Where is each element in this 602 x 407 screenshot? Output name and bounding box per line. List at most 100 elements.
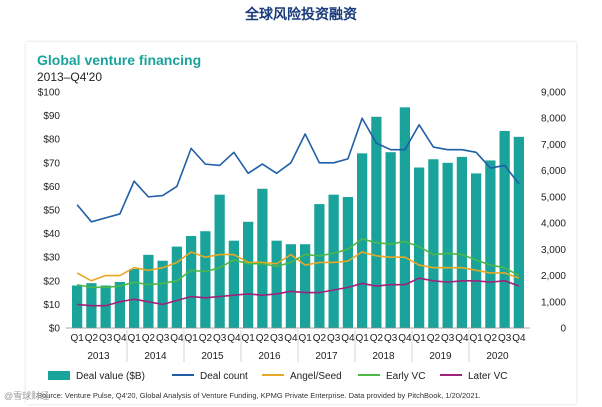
legend-label: Deal value ($B) [76, 371, 145, 382]
bar-28 [456, 156, 468, 328]
right-tick-label: 6,000 [541, 166, 566, 177]
quarter-label: Q3 [156, 333, 170, 344]
bar-26 [428, 159, 439, 328]
bar-7 [157, 260, 168, 328]
quarter-label: Q4 [284, 333, 298, 344]
right-tick-label: 5,000 [541, 192, 566, 203]
right-tick-label: 2,000 [541, 271, 566, 282]
legend-label: Angel/Seed [290, 371, 342, 382]
page-title: 全球风险投资融资 [245, 7, 357, 23]
legend-swatch [48, 371, 70, 380]
quarter-label: Q3 [327, 333, 341, 344]
quarter-label: Q4 [341, 333, 355, 344]
quarter-label: Q4 [170, 333, 184, 344]
deal-value-bars [72, 107, 525, 328]
line-early-vc [76, 238, 520, 289]
chart-subtitle: 2013–Q4'20 [37, 70, 103, 84]
quarter-label: Q1 [70, 333, 84, 344]
bar-1 [72, 285, 83, 328]
bar-18 [314, 204, 325, 328]
x-axis: Q1 Q2 Q3 Q4 Q1 Q2 Q3 Q4 Q1 Q2 Q3 Q4 Q1 Q2 Q3 Q4 Q1 Q2 Q3 Q4… [66, 327, 530, 362]
watermark: @雪球财经 [4, 391, 50, 401]
legend-label: Deal count [200, 371, 248, 382]
left-tick-label: $40 [43, 229, 60, 240]
quarter-label: Q1 [184, 333, 198, 344]
line-angel-seed [76, 251, 520, 282]
quarter-label: Q1 [355, 333, 369, 344]
right-tick-label: 9,000 [541, 88, 566, 99]
bar-13 [243, 221, 254, 328]
right-tick-label: 8,000 [541, 114, 566, 125]
quarter-label: Q1 [412, 333, 426, 344]
quarter-label: Q1 [469, 333, 483, 344]
year-label: 2020 [486, 351, 509, 362]
bar-31 [499, 130, 510, 328]
quarter-label: Q2 [256, 333, 270, 344]
year-label: 2015 [201, 351, 224, 362]
left-tick-label: $70 [43, 158, 60, 169]
chart-panel [26, 42, 576, 404]
legend-label: Early VC [386, 371, 425, 382]
left-tick-label: $100 [38, 88, 61, 99]
bar-3 [100, 285, 111, 328]
bar-12 [228, 240, 240, 328]
year-label: 2014 [144, 351, 167, 362]
left-axis: $0 $10 $20 $30 $40 $50 $60 $70 $80 $90 $100 [38, 88, 61, 335]
year-label: 2019 [429, 351, 452, 362]
line-later-vc [77, 277, 520, 307]
year-label: 2013 [87, 351, 110, 362]
bar-29 [471, 173, 482, 328]
bar-15 [271, 240, 282, 328]
quarter-label: Q4 [113, 333, 127, 344]
bar-24 [399, 107, 411, 328]
bar-23 [385, 152, 396, 328]
bar-16 [285, 244, 297, 328]
bar-22 [371, 116, 382, 328]
quarter-label: Q1 [241, 333, 255, 344]
left-tick-label: $10 [43, 300, 60, 311]
quarter-label: Q2 [313, 333, 327, 344]
right-axis: 0 1,000 2,000 3,000 4,000 5,000 6,000 7,000 8,00… [541, 88, 566, 335]
quarter-label: Q4 [455, 333, 469, 344]
quarter-label: Q4 [227, 333, 241, 344]
left-tick-label: $90 [43, 111, 60, 122]
quarter-label: Q2 [199, 333, 213, 344]
bar-21 [357, 153, 368, 328]
quarter-label: Q3 [498, 333, 512, 344]
quarter-label: Q2 [427, 333, 441, 344]
quarter-label: Q4 [398, 333, 412, 344]
year-label: 2018 [372, 351, 395, 362]
quarter-label: Q4 [512, 333, 526, 344]
legend: Deal value ($B) Deal count Angel/Seed Early… [48, 371, 507, 382]
bar-30 [485, 160, 496, 328]
bar-9 [186, 235, 197, 328]
right-tick-label: 3,000 [541, 245, 566, 256]
quarter-label: Q3 [384, 333, 398, 344]
year-label: 2016 [258, 351, 281, 362]
quarter-label: Q1 [298, 333, 312, 344]
left-tick-label: $80 [43, 135, 60, 146]
bar-25 [414, 167, 425, 328]
bar-14 [257, 188, 268, 328]
right-tick-label: 1,000 [541, 297, 566, 308]
left-tick-label: $50 [43, 206, 60, 217]
bar-32 [513, 136, 525, 328]
right-tick-label: 0 [560, 324, 566, 335]
right-tick-label: 7,000 [541, 140, 566, 151]
series-lines [76, 117, 520, 307]
quarter-label: Q1 [127, 333, 141, 344]
bar-10 [200, 231, 211, 328]
bar-20 [342, 197, 354, 328]
bar-11 [214, 194, 225, 328]
quarter-label: Q2 [370, 333, 384, 344]
year-label: 2017 [315, 351, 338, 362]
source-note: Source: Venture Pulse, Q4'20, Global Ana… [37, 391, 481, 400]
line-deal-count [76, 117, 520, 223]
left-tick-label: $0 [49, 324, 61, 335]
quarter-label: Q3 [270, 333, 284, 344]
chart-title: Global venture financing [37, 52, 202, 68]
quarter-label: Q2 [484, 333, 498, 344]
quarter-label: Q3 [99, 333, 113, 344]
bar-17 [300, 244, 311, 328]
bar-4 [114, 281, 126, 328]
